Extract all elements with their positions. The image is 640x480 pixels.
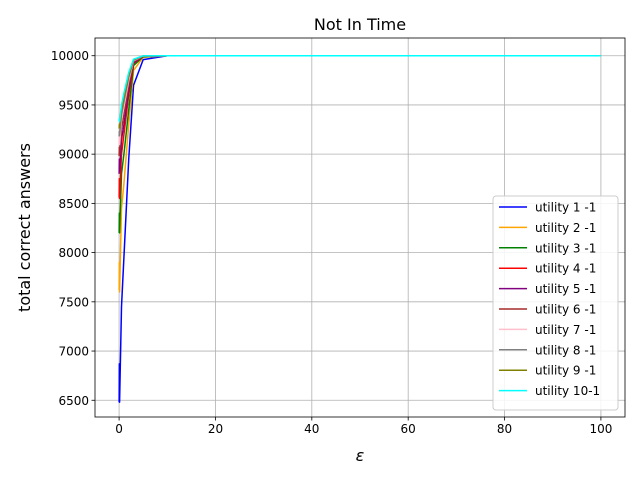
x-tick-label: 100: [589, 422, 612, 436]
legend-label-8: utility 8 -1: [535, 343, 596, 357]
chart-title: Not In Time: [314, 15, 406, 34]
legend-label-2: utility 2 -1: [535, 221, 596, 235]
legend-label-5: utility 5 -1: [535, 282, 596, 296]
x-tick-label: 80: [497, 422, 512, 436]
legend-label-4: utility 4 -1: [535, 262, 596, 276]
legend-label-9: utility 9 -1: [535, 364, 596, 378]
legend-label-1: utility 1 -1: [535, 201, 596, 215]
x-tick-label: 20: [208, 422, 223, 436]
axis-ticks: 0 20 40 60 80 100 6500 7000 7500 8000 8500 9000 9500…: [51, 49, 613, 436]
x-axis-label: ε: [356, 446, 365, 465]
plot-frame: [94, 37, 626, 418]
y-tick-label: 7000: [58, 345, 89, 359]
legend-label-7: utility 7 -1: [535, 323, 596, 337]
legend-label-6: utility 6 -1: [535, 303, 596, 317]
legend-label-3: utility 3 -1: [535, 241, 596, 255]
y-tick-label: 7500: [58, 295, 89, 309]
x-tick-label: 40: [304, 422, 319, 436]
y-tick-label: 6500: [58, 394, 89, 408]
y-tick-label: 9000: [58, 148, 89, 162]
y-tick-label: 8000: [58, 246, 89, 260]
y-tick-label: 10000: [51, 49, 89, 63]
legend-box: [492, 195, 619, 411]
x-tick-label: 60: [401, 422, 416, 436]
series-lines: [118, 54, 601, 403]
y-tick-label: 9500: [58, 98, 89, 112]
y-axis-label: total correct answers: [15, 143, 34, 312]
y-tick-label: 8500: [58, 197, 89, 211]
series-line-10: [118, 54, 601, 123]
legend: utility 1 -1 utility 2 -1 utility 3 -1 util…: [492, 195, 619, 411]
x-tick-label: 0: [115, 422, 123, 436]
legend-label-10: utility 10-1: [535, 384, 600, 398]
